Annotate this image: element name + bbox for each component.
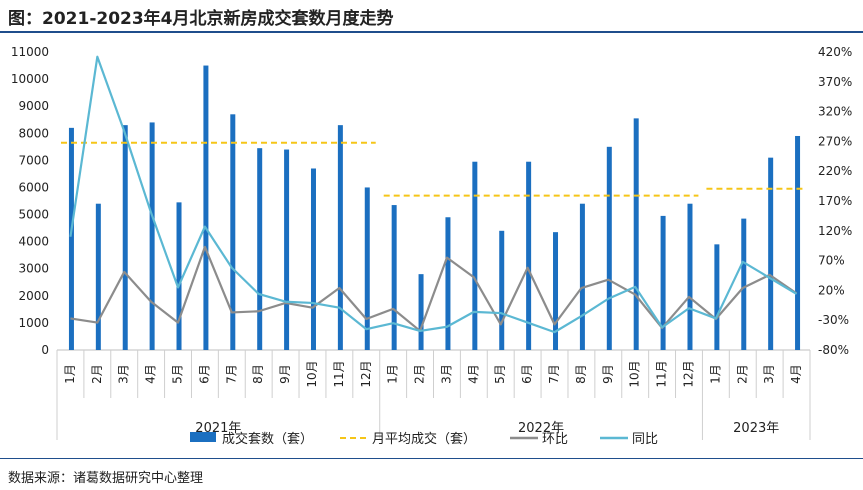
y-right-tick-label: 170% [818, 194, 852, 208]
line-yoy [69, 55, 798, 334]
x-tick-label: 4月 [466, 364, 480, 384]
legend-label: 环比 [542, 432, 568, 447]
x-tick-label: 12月 [681, 360, 695, 387]
bar-deals [499, 230, 505, 350]
bar-deals [445, 217, 451, 350]
bar-deals [472, 161, 478, 350]
y-left-tick-label: 11000 [11, 45, 49, 59]
x-tick-label: 3月 [117, 364, 131, 384]
y-right-tick-label: -80% [818, 343, 849, 357]
bar-deals [714, 244, 720, 350]
y-left-tick-label: 1000 [18, 316, 49, 330]
x-tick-label: 8月 [574, 364, 588, 384]
bar-deals [364, 187, 370, 350]
x-tick-label: 1月 [386, 364, 400, 384]
x-tick-label: 10月 [628, 360, 642, 387]
legend-label: 月平均成交（套） [372, 431, 476, 447]
x-tick-label: 5月 [171, 364, 185, 384]
y-right-tick-label: 70% [818, 254, 845, 268]
bar-deals [418, 274, 424, 350]
bar-deals [391, 205, 397, 350]
y-right-tick-label: 320% [818, 105, 852, 119]
x-tick-label: 11月 [332, 360, 346, 387]
bar-deals [68, 127, 74, 350]
x-tick-label: 1月 [63, 364, 77, 384]
x-tick-label: 1月 [708, 364, 722, 384]
bar-deals [95, 203, 101, 350]
x-tick-label: 7月 [224, 364, 238, 384]
bar-deals [149, 122, 155, 350]
x-tick-label: 7月 [547, 364, 561, 384]
x-tick-label: 6月 [197, 364, 211, 384]
y-left-tick-label: 4000 [18, 235, 49, 249]
bar-deals [337, 125, 343, 351]
y-right-tick-label: 270% [818, 134, 852, 148]
x-tick-label: 2月 [413, 364, 427, 384]
x-tick-label: 9月 [601, 364, 615, 384]
bar-deals [553, 232, 559, 350]
x-tick-label: 3月 [439, 364, 453, 384]
footer-divider [0, 458, 863, 459]
y-right-tick-label: 420% [818, 45, 852, 59]
bar-deals [795, 135, 801, 350]
bar-deals [284, 149, 290, 350]
legend-label: 成交套数（套） [222, 431, 313, 447]
y-left-tick-label: 7000 [18, 153, 49, 167]
y-left-tick-label: 6000 [18, 180, 49, 194]
x-tick-label: 12月 [359, 360, 373, 387]
y-right-tick-label: 220% [818, 164, 852, 178]
legend-swatch-bar [190, 432, 216, 442]
y-right-tick-label: 370% [818, 75, 852, 89]
legend-label: 同比 [632, 432, 658, 447]
y-right-tick-label: -30% [818, 313, 849, 327]
year-group-label: 2023年 [733, 421, 779, 436]
bar-deals [606, 146, 612, 350]
x-tick-label: 8月 [251, 364, 265, 384]
y-right-tick-label: 120% [818, 224, 852, 238]
source-note: 数据来源：诸葛数据研究中心整理 [8, 471, 204, 486]
bar-deals [687, 203, 693, 350]
y-left-tick-label: 2000 [18, 289, 49, 303]
bar-deals [122, 125, 128, 351]
x-tick-label: 4月 [144, 364, 158, 384]
y-right-tick-label: 20% [818, 283, 845, 297]
chart-title: 图：2021-2023年4月北京新房成交套数月度走势 [8, 9, 394, 29]
y-left-tick-label: 5000 [18, 208, 49, 222]
y-left-tick-label: 9000 [18, 99, 49, 113]
x-tick-label: 3月 [762, 364, 776, 384]
bar-deals [768, 157, 774, 350]
bar-deals [526, 161, 532, 350]
bar-deals [176, 202, 182, 350]
bar-deals [257, 148, 263, 350]
chart-svg: 0 1000 2000 3000 4000 5000 6000 7000 8000 9000 100… [11, 45, 853, 447]
x-tick-label: 5月 [493, 364, 507, 384]
x-tick-label: 2月 [735, 364, 749, 384]
x-tick-label: 10月 [305, 360, 319, 387]
year-group-label: 2022年 [518, 421, 564, 436]
bar-deals [633, 118, 639, 350]
y-left-tick-label: 3000 [18, 262, 49, 276]
x-tick-label: 2月 [90, 364, 104, 384]
bar-deals [660, 215, 666, 350]
x-tick-label: 4月 [789, 364, 803, 384]
bar-deals [741, 218, 747, 350]
bar-deals [310, 168, 316, 350]
y-left-tick-label: 8000 [18, 126, 49, 140]
bar-deals [203, 65, 209, 350]
line-mom [70, 245, 798, 333]
bar-deals [579, 203, 585, 350]
x-tick-label: 9月 [278, 364, 292, 384]
title-divider [0, 31, 863, 33]
y-left-tick-label: 0 [41, 343, 49, 357]
x-tick-label: 6月 [520, 364, 534, 384]
x-tick-label: 11月 [655, 360, 669, 387]
y-left-tick-label: 10000 [11, 72, 49, 86]
bar-deals [230, 114, 236, 351]
